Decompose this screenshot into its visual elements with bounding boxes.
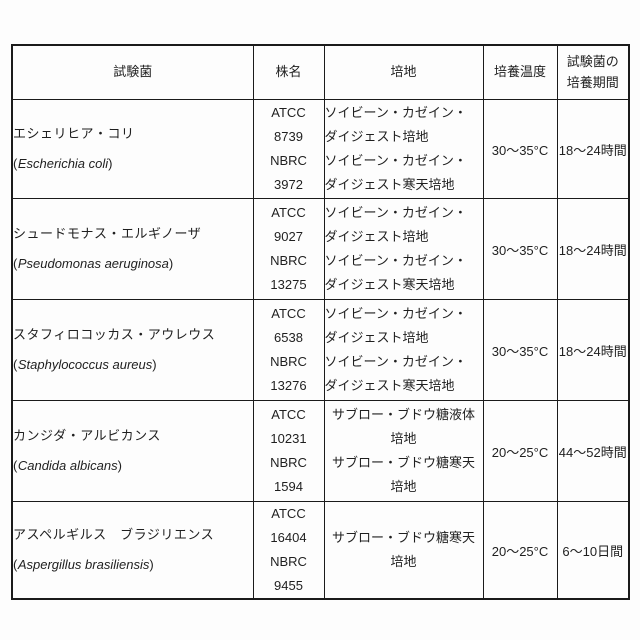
- organism-latin: Staphylococcus aureus: [17, 357, 153, 372]
- organism-cell: シュードモナス・エルギノーザ (Pseudomonas aeruginosa): [11, 198, 254, 300]
- header-temperature: 培養温度: [482, 44, 558, 100]
- media-cell: ソイビーン・カゼイン・ ダイジェスト培地 ソイビーン・カゼイン・ ダイジェスト寒…: [323, 198, 484, 300]
- latin-paren-close: ): [152, 357, 158, 372]
- table-row: エシェリヒア・コリ (Escherichia coli) ATCC 8739 N…: [11, 99, 630, 199]
- latin-paren-open: (: [13, 357, 18, 372]
- header-strain: 株名: [252, 44, 325, 100]
- header-organism: 試験菌: [11, 44, 254, 100]
- temperature-cell: 30～35°C: [482, 299, 558, 401]
- table-row: シュードモナス・エルギノーザ (Pseudomonas aeruginosa) …: [11, 198, 630, 300]
- organism-cell: アスペルギルス ブラジリエンス (Aspergillus brasiliensi…: [11, 501, 254, 600]
- latin-paren-close: ): [149, 557, 155, 572]
- media-cell: サブロー・ブドウ糖液体 培地 サブロー・ブドウ糖寒天 培地: [323, 400, 484, 502]
- temperature-cell: 30～35°C: [482, 99, 558, 199]
- organism-latin: Candida albicans: [17, 458, 118, 473]
- organism-cell: エシェリヒア・コリ (Escherichia coli): [11, 99, 254, 199]
- table-row: アスペルギルス ブラジリエンス (Aspergillus brasiliensi…: [11, 501, 630, 600]
- strain-cell: ATCC 8739 NBRC 3972: [252, 99, 325, 199]
- organism-cell: スタフィロコッカス・アウレウス (Staphylococcus aureus): [11, 299, 254, 401]
- organism-ja: カンジダ・アルビカンス: [13, 428, 161, 443]
- period-cell: 18～24時間: [556, 299, 630, 401]
- header-period: 試験菌の 培養期間: [556, 44, 630, 100]
- organism-ja: シュードモナス・エルギノーザ: [13, 226, 202, 241]
- organism-ja: エシェリヒア・コリ: [13, 126, 135, 141]
- header-medium: 培地: [323, 44, 484, 100]
- media-cell: ソイビーン・カゼイン・ ダイジェスト培地 ソイビーン・カゼイン・ ダイジェスト寒…: [323, 99, 484, 199]
- strain-cell: ATCC 16404 NBRC 9455: [252, 501, 325, 600]
- period-cell: 18～24時間: [556, 99, 630, 199]
- period-cell: 18～24時間: [556, 198, 630, 300]
- latin-paren-close: ): [168, 256, 174, 271]
- period-cell: 6～10日間: [556, 501, 630, 600]
- period-cell: 44～52時間: [556, 400, 630, 502]
- test-organisms-table: 試験菌 株名 培地 培養温度 試験菌の 培養期間 エシェリヒア・コリ (Esch…: [11, 44, 630, 600]
- media-cell: サブロー・ブドウ糖寒天 培地: [323, 501, 484, 600]
- latin-paren-close: ): [108, 156, 114, 171]
- table-row: スタフィロコッカス・アウレウス (Staphylococcus aureus) …: [11, 299, 630, 401]
- temperature-cell: 20～25°C: [482, 501, 558, 600]
- table-row: カンジダ・アルビカンス (Candida albicans) ATCC 1023…: [11, 400, 630, 502]
- organism-latin: Pseudomonas aeruginosa: [17, 256, 169, 271]
- strain-cell: ATCC 6538 NBRC 13276: [252, 299, 325, 401]
- organism-ja: アスペルギルス ブラジリエンス: [13, 527, 215, 542]
- media-cell: ソイビーン・カゼイン・ ダイジェスト培地 ソイビーン・カゼイン・ ダイジェスト寒…: [323, 299, 484, 401]
- latin-paren-open: (: [13, 256, 18, 271]
- organism-cell: カンジダ・アルビカンス (Candida albicans): [11, 400, 254, 502]
- organism-latin: Aspergillus brasiliensis: [17, 557, 150, 572]
- latin-paren-open: (: [13, 458, 18, 473]
- temperature-cell: 20～25°C: [482, 400, 558, 502]
- latin-paren-close: ): [117, 458, 123, 473]
- strain-cell: ATCC 9027 NBRC 13275: [252, 198, 325, 300]
- organism-latin: Escherichia coli: [17, 156, 109, 171]
- header-row: 試験菌 株名 培地 培養温度 試験菌の 培養期間: [11, 44, 630, 100]
- latin-paren-open: (: [13, 557, 18, 572]
- temperature-cell: 30～35°C: [482, 198, 558, 300]
- latin-paren-open: (: [13, 156, 18, 171]
- organism-ja: スタフィロコッカス・アウレウス: [13, 327, 216, 342]
- strain-cell: ATCC 10231 NBRC 1594: [252, 400, 325, 502]
